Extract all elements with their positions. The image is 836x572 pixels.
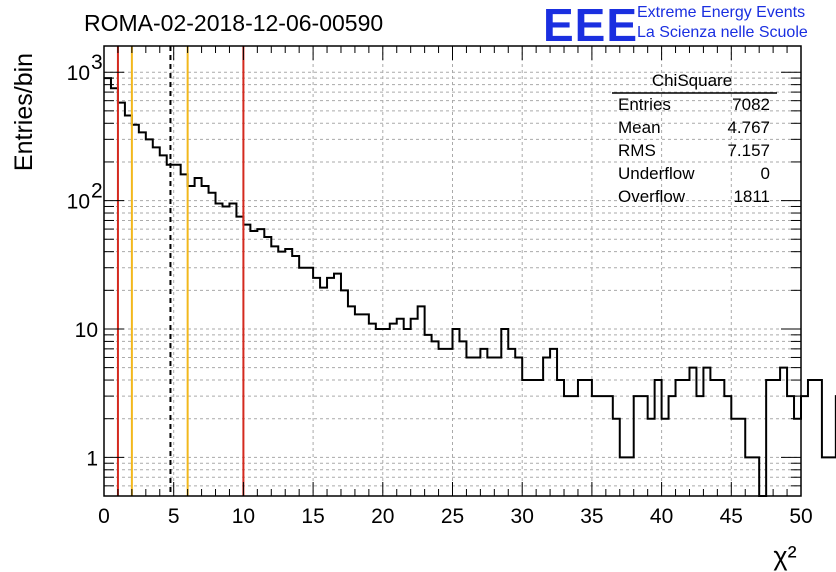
x-tick-label: 45 [720,505,743,528]
y-tick-label: 10 [67,191,90,214]
x-tick-label: 20 [371,505,394,528]
stats-label-entries: Entries [618,95,671,114]
x-tick-label: 25 [441,505,464,528]
stats-label-mean: Mean [618,118,661,137]
logo-mark: EEE [543,0,639,51]
stats-label-rms: RMS [618,141,656,160]
x-tick-label: 30 [511,505,534,528]
eee-logo: EEE Extreme Energy Events La Scienza nel… [543,0,835,51]
stats-label-overflow: Overflow [618,187,686,206]
histogram-series [104,77,836,497]
marker-lines [116,46,245,496]
stats-value-mean: 4.767 [727,118,770,137]
logo-text-line2: La Scienza nelle Scuole [637,24,808,41]
x-tick-label: 10 [232,505,255,528]
y-tick-label: 10 [75,319,98,342]
y-axis-title: Entries/bin [10,53,38,171]
y-tick-label: 1 [86,447,98,470]
stats-box: ChiSquare Entries 7082 Mean 4.767 RMS 7.… [612,71,777,206]
grid [104,46,801,496]
x-tick-label: 50 [789,505,812,528]
x-tick-label: 40 [650,505,673,528]
stats-value-overflow: 1811 [733,187,770,206]
y-tick-exponent: 2 [91,180,103,203]
x-tick-label: 5 [168,505,180,528]
histogram [104,77,836,497]
stats-value-underflow: 0 [761,164,770,183]
chart-title: ROMA-02-2018-12-06-00590 [84,10,384,36]
stats-value-rms: 7.157 [727,141,770,160]
axis-ticks [103,46,802,497]
y-tick-label: 10 [67,62,90,85]
stats-title: ChiSquare [652,71,732,90]
x-tick-label: 35 [580,505,603,528]
x-tick-label: 0 [98,505,110,528]
stats-value-entries: 7082 [732,95,770,114]
y-tick-exponent: 3 [91,51,103,74]
stats-label-underflow: Underflow [618,164,695,183]
x-tick-label: 15 [301,505,324,528]
logo-text-line1: Extreme Energy Events [637,4,806,21]
x-axis-title: χ² [773,541,796,571]
